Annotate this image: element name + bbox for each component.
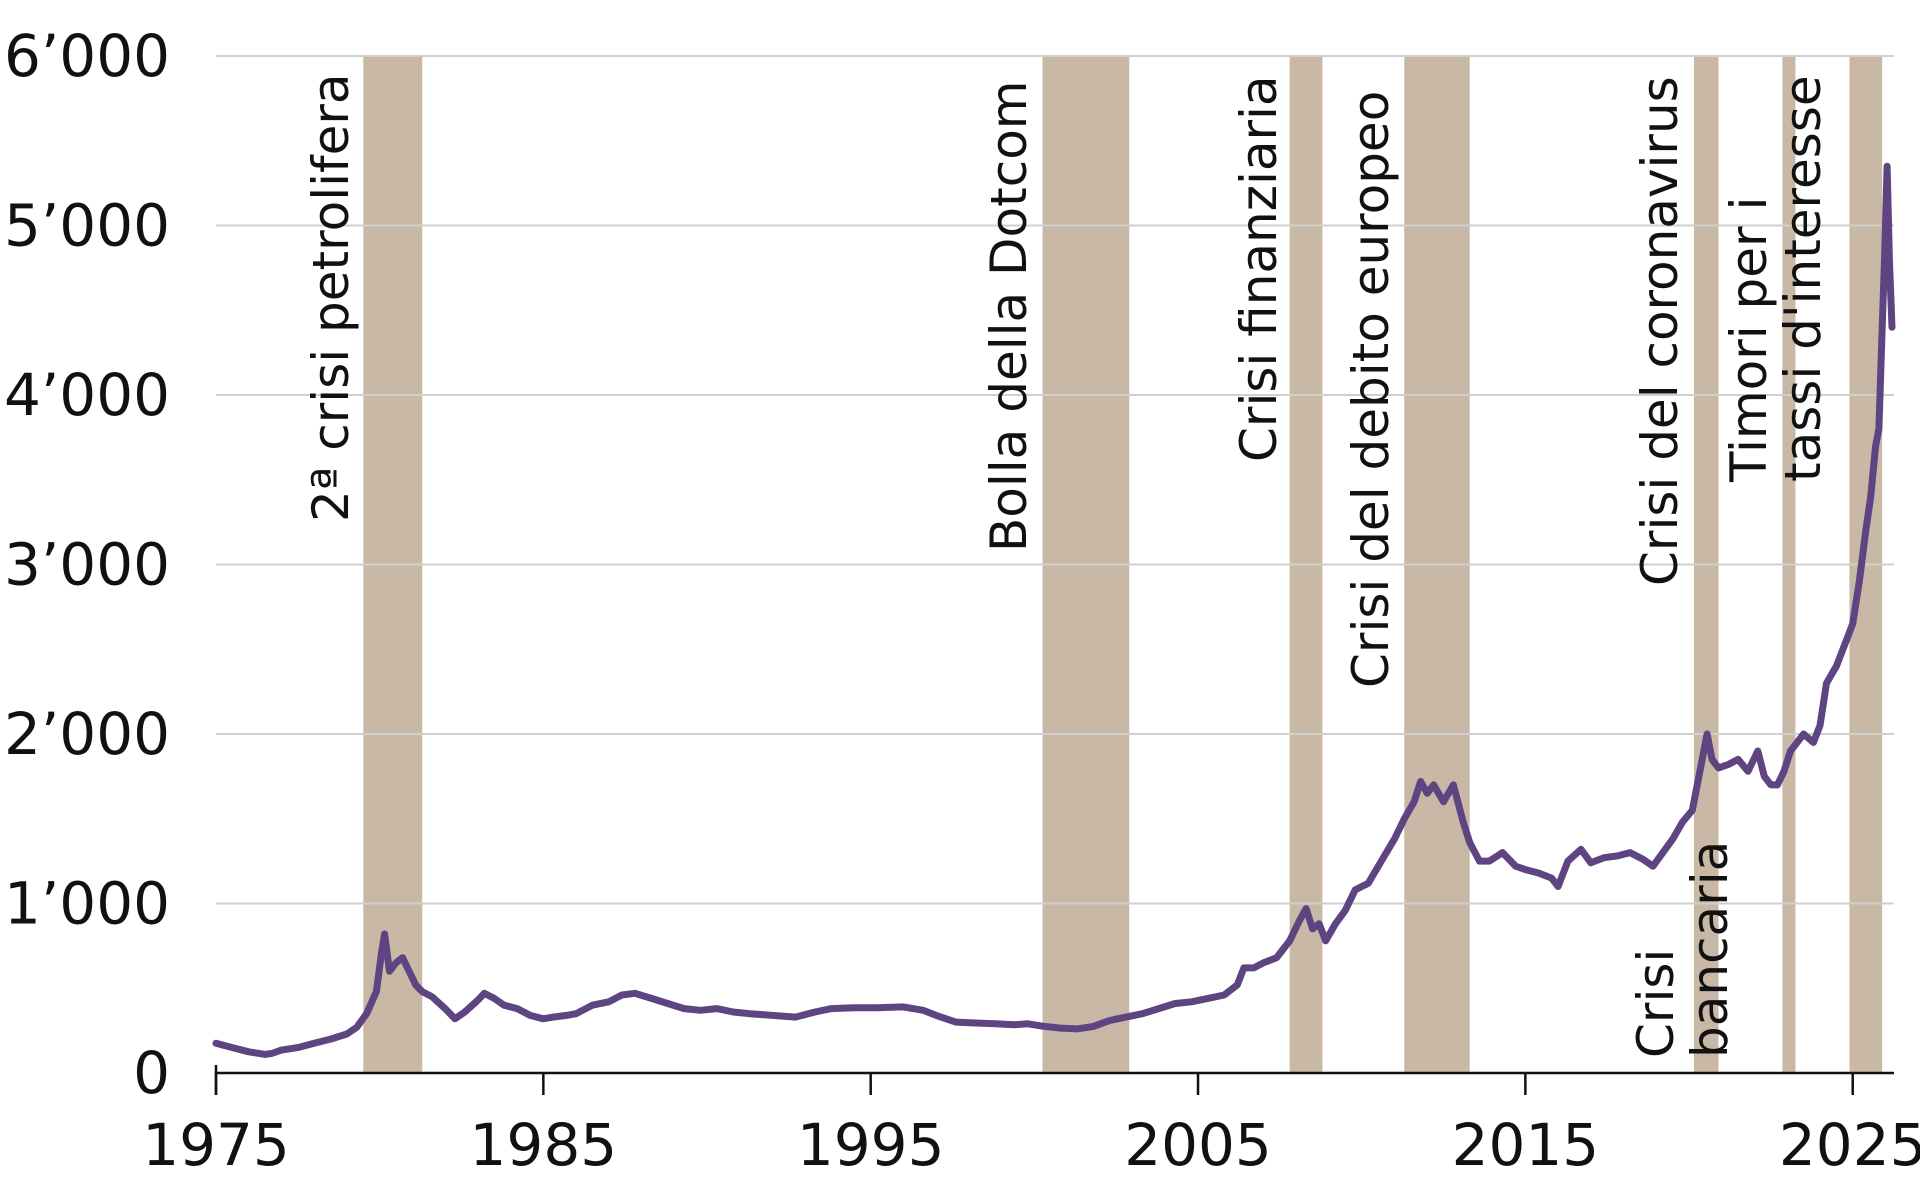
crisis-label-text: Crisi finanziaria (1230, 75, 1288, 462)
crisis-label: Crisi del debito europeo (1342, 91, 1400, 688)
y-tick-label: 2’000 (4, 700, 170, 768)
x-tick-label: 1975 (142, 1111, 290, 1179)
crisis-label: 2ª crisi petrolifera (302, 73, 360, 522)
y-tick-label: 4’000 (4, 361, 170, 429)
crisis-label-text: Crisi del debito europeo (1342, 91, 1400, 688)
axes: 0 1’000 2’000 3’000 4’000 5’000 6’000 1975 1985 1… (4, 22, 1920, 1179)
x-tick-label: 2015 (1452, 1111, 1600, 1179)
crisis-label-text: Timori per itassi d'interesse (1720, 75, 1832, 483)
price-series (212, 162, 1896, 1058)
crisis-label: Bolla della Dotcom (980, 80, 1038, 552)
crisis-label: Crisibancaria (1627, 841, 1739, 1058)
crisis-label: Timori per itassi d'interesse (1720, 75, 1832, 483)
crisis-label: Crisi del coronavirus (1631, 76, 1689, 586)
x-tick-label: 2025 (1779, 1111, 1920, 1179)
crisis-label-text: Bolla della Dotcom (980, 80, 1038, 552)
y-tick-label: 6’000 (4, 22, 170, 90)
y-tick-label: 0 (133, 1039, 170, 1107)
y-tick-label: 3’000 (4, 531, 170, 599)
x-tick-label: 1985 (470, 1111, 618, 1179)
crisis-label: Crisi finanziaria (1230, 75, 1288, 462)
x-tick-label: 1995 (797, 1111, 945, 1179)
y-tick-label: 1’000 (4, 870, 170, 938)
band-labels: 2ª crisi petrolifera Bolla della Dotcom Cr… (302, 73, 1832, 1058)
crisis-label-text: 2ª crisi petrolifera (302, 73, 360, 522)
crisis-label-text: Crisibancaria (1627, 841, 1739, 1058)
gridlines (216, 55, 1894, 905)
y-tick-label: 5’000 (4, 192, 170, 260)
series-line (212, 162, 1896, 1058)
x-tick-label: 2005 (1124, 1111, 1272, 1179)
crisis-label-text: Crisi del coronavirus (1631, 76, 1689, 586)
